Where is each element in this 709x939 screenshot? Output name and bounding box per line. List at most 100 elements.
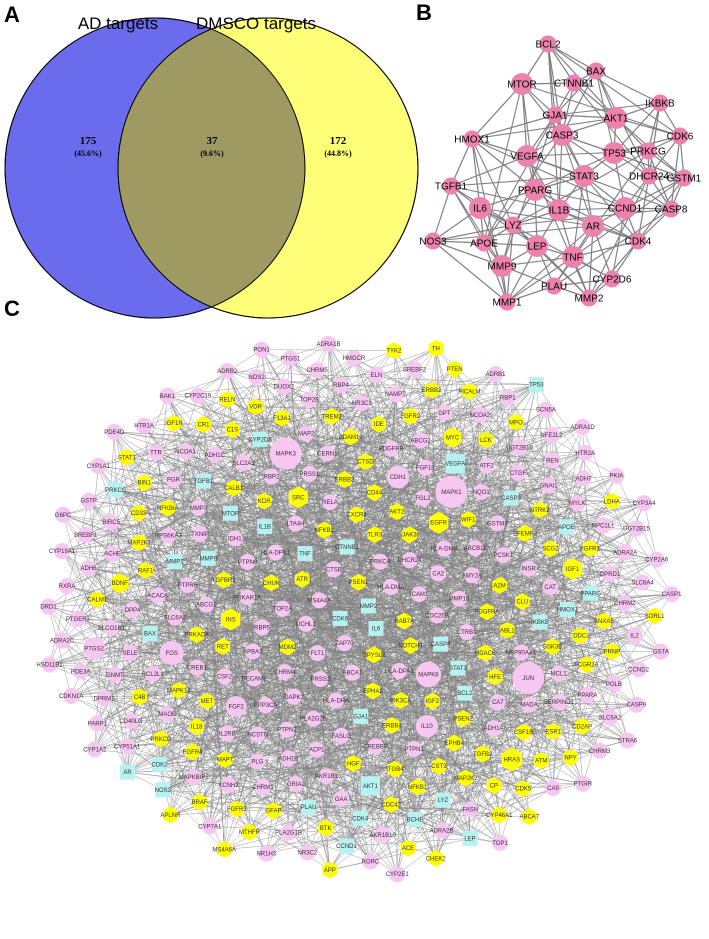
network-c-node-ren [544,452,561,469]
network-c-edge [167,395,204,482]
network-c-label-il2rb: IL2RB [219,731,236,737]
ppi-b-node-cdk4 [629,232,647,250]
network-c-label-tgfbr1: TGFBR1 [212,578,236,584]
network-c-node-dhcr24 [401,552,418,569]
network-c-node-chrm5 [309,362,325,379]
network-c-node-casp9 [628,696,645,713]
network-c-node-rab7a [396,612,412,630]
network-c-label-cdkn1a: CDKN1A [59,694,83,700]
ppi-b-label-dhcr24: DHCR24 [629,172,669,183]
network-c-node-btk [318,819,334,837]
network-c-label-gstp: GSTP [81,499,97,505]
network-c-node-fgf2 [225,696,247,717]
network-c-node-nqo1 [473,484,490,500]
ppi-b-edge [450,155,528,187]
network-c-label-casp1: CASP1 [662,592,682,598]
network-c-node-tyk2 [386,342,402,359]
network-c-label-adh6: ADH6 [80,566,97,572]
network-c-node-fgfr1 [582,539,598,557]
network-c-node-rbp2 [263,468,280,485]
network-c-node-casp3 [503,490,519,506]
network-c-edge [365,461,418,787]
network-c-edge [174,561,180,691]
network-c-label-cyp51a1: CYP51A1 [114,744,141,750]
network-c-node-ugt2b15 [628,520,645,537]
network-c-label-ugt2b10: UGT2B10 [506,445,533,451]
network-c-edge [391,740,628,805]
network-c-node-adh6 [80,560,97,577]
network-c-label-lta4h: LTA4H [287,522,305,528]
network-c-node-a2m [492,576,507,594]
network-c-label-mapt: MAPT [217,758,234,764]
network-c-label-cd2ap: CD2AP [572,724,592,730]
network-c-node-rbp4 [333,377,349,394]
network-c-label-efemp2: EFEMP2 [513,531,538,537]
network-c-node-cdkn1a [63,688,80,704]
venn-overlap-count: 37 [207,135,219,147]
network-c-node-adh1a [485,720,502,737]
network-c-label-wif1: WIF1 [461,517,476,523]
network-c-label-flt1: FLT1 [311,651,325,657]
network-c-edge [162,789,500,816]
network-c-edge [49,664,168,715]
network-c-node-serping1 [551,694,567,710]
network-c-edge [170,726,197,815]
network-c-edge [510,498,554,789]
network-c-edge [458,526,567,599]
network-c-label-ms4a4a: MS4A4A [307,598,331,604]
network-c-label-cst3: CST3 [431,764,447,770]
network-c-node-cdc42 [383,796,399,813]
ppi-b-node-prkcg [639,142,657,160]
network-c-edge [247,546,348,598]
network-c-edge [88,465,99,569]
network-c-node-nfkb2 [316,521,332,539]
network-c-edge [85,534,140,697]
network-c-label-lep: LEP [464,836,475,842]
network-c-label-hmgcr: HMGCR [343,356,366,362]
network-c-node-clu [515,593,530,610]
network-c-node-abca1 [344,664,361,681]
network-c-edge [271,476,568,610]
network-c-node-ca9 [545,780,561,796]
network-c-node-ret [215,638,231,655]
network-c-label-hmox1: HMOX1 [557,608,579,614]
network-c-edge [360,818,416,820]
network-c-label-adra2b: ADRA2B [429,829,453,835]
network-c-label-pgr: PGR [167,478,181,484]
network-c-label-cp: CP [490,783,498,789]
network-c-node-chrm3 [591,742,608,759]
network-c-label-f13a1: F13A1 [273,416,291,422]
network-c-edge [94,749,327,777]
network-c-edge [517,472,645,504]
network-c-label-mmp2: MMP2 [360,604,378,610]
network-c-edge [208,558,604,622]
network-c-label-abl1: ABL1 [500,628,515,634]
network-c-node-abca7 [522,808,537,826]
network-c-edge [48,606,72,697]
network-c-edge [138,423,175,514]
network-c-label-th: TH [432,346,440,352]
network-c-node-scn5a [537,401,554,418]
network-c-edge [144,399,228,426]
network-c-label-jun: JUN [522,676,534,682]
ppi-b-edge [471,114,556,140]
network-c-edge [344,479,580,636]
network-c-node-cyp2a6 [648,551,665,568]
network-c-edge [340,384,470,392]
network-c-edge [264,526,459,669]
network-c-label-dprm1: DPRM1 [93,696,115,702]
network-c-label-ache: ACHE [104,552,121,558]
network-c-label-acaca: ACACA [147,594,168,600]
network-c-node-icam1 [411,586,428,603]
network-c-edge [346,436,351,548]
network-c-node-drd1 [40,598,57,615]
network-c-node-fgf18 [417,459,434,476]
network-c-edge [418,594,471,839]
network-c-node-stat1 [119,448,135,466]
network-c-edge [138,348,437,514]
network-c-node-hsd11b1 [41,656,58,673]
ppi-b-label-ctnnb1: CTNNB1 [554,79,594,90]
network-c-label-rxra: RXRA [59,584,76,590]
network-c-node-sele [122,645,139,662]
